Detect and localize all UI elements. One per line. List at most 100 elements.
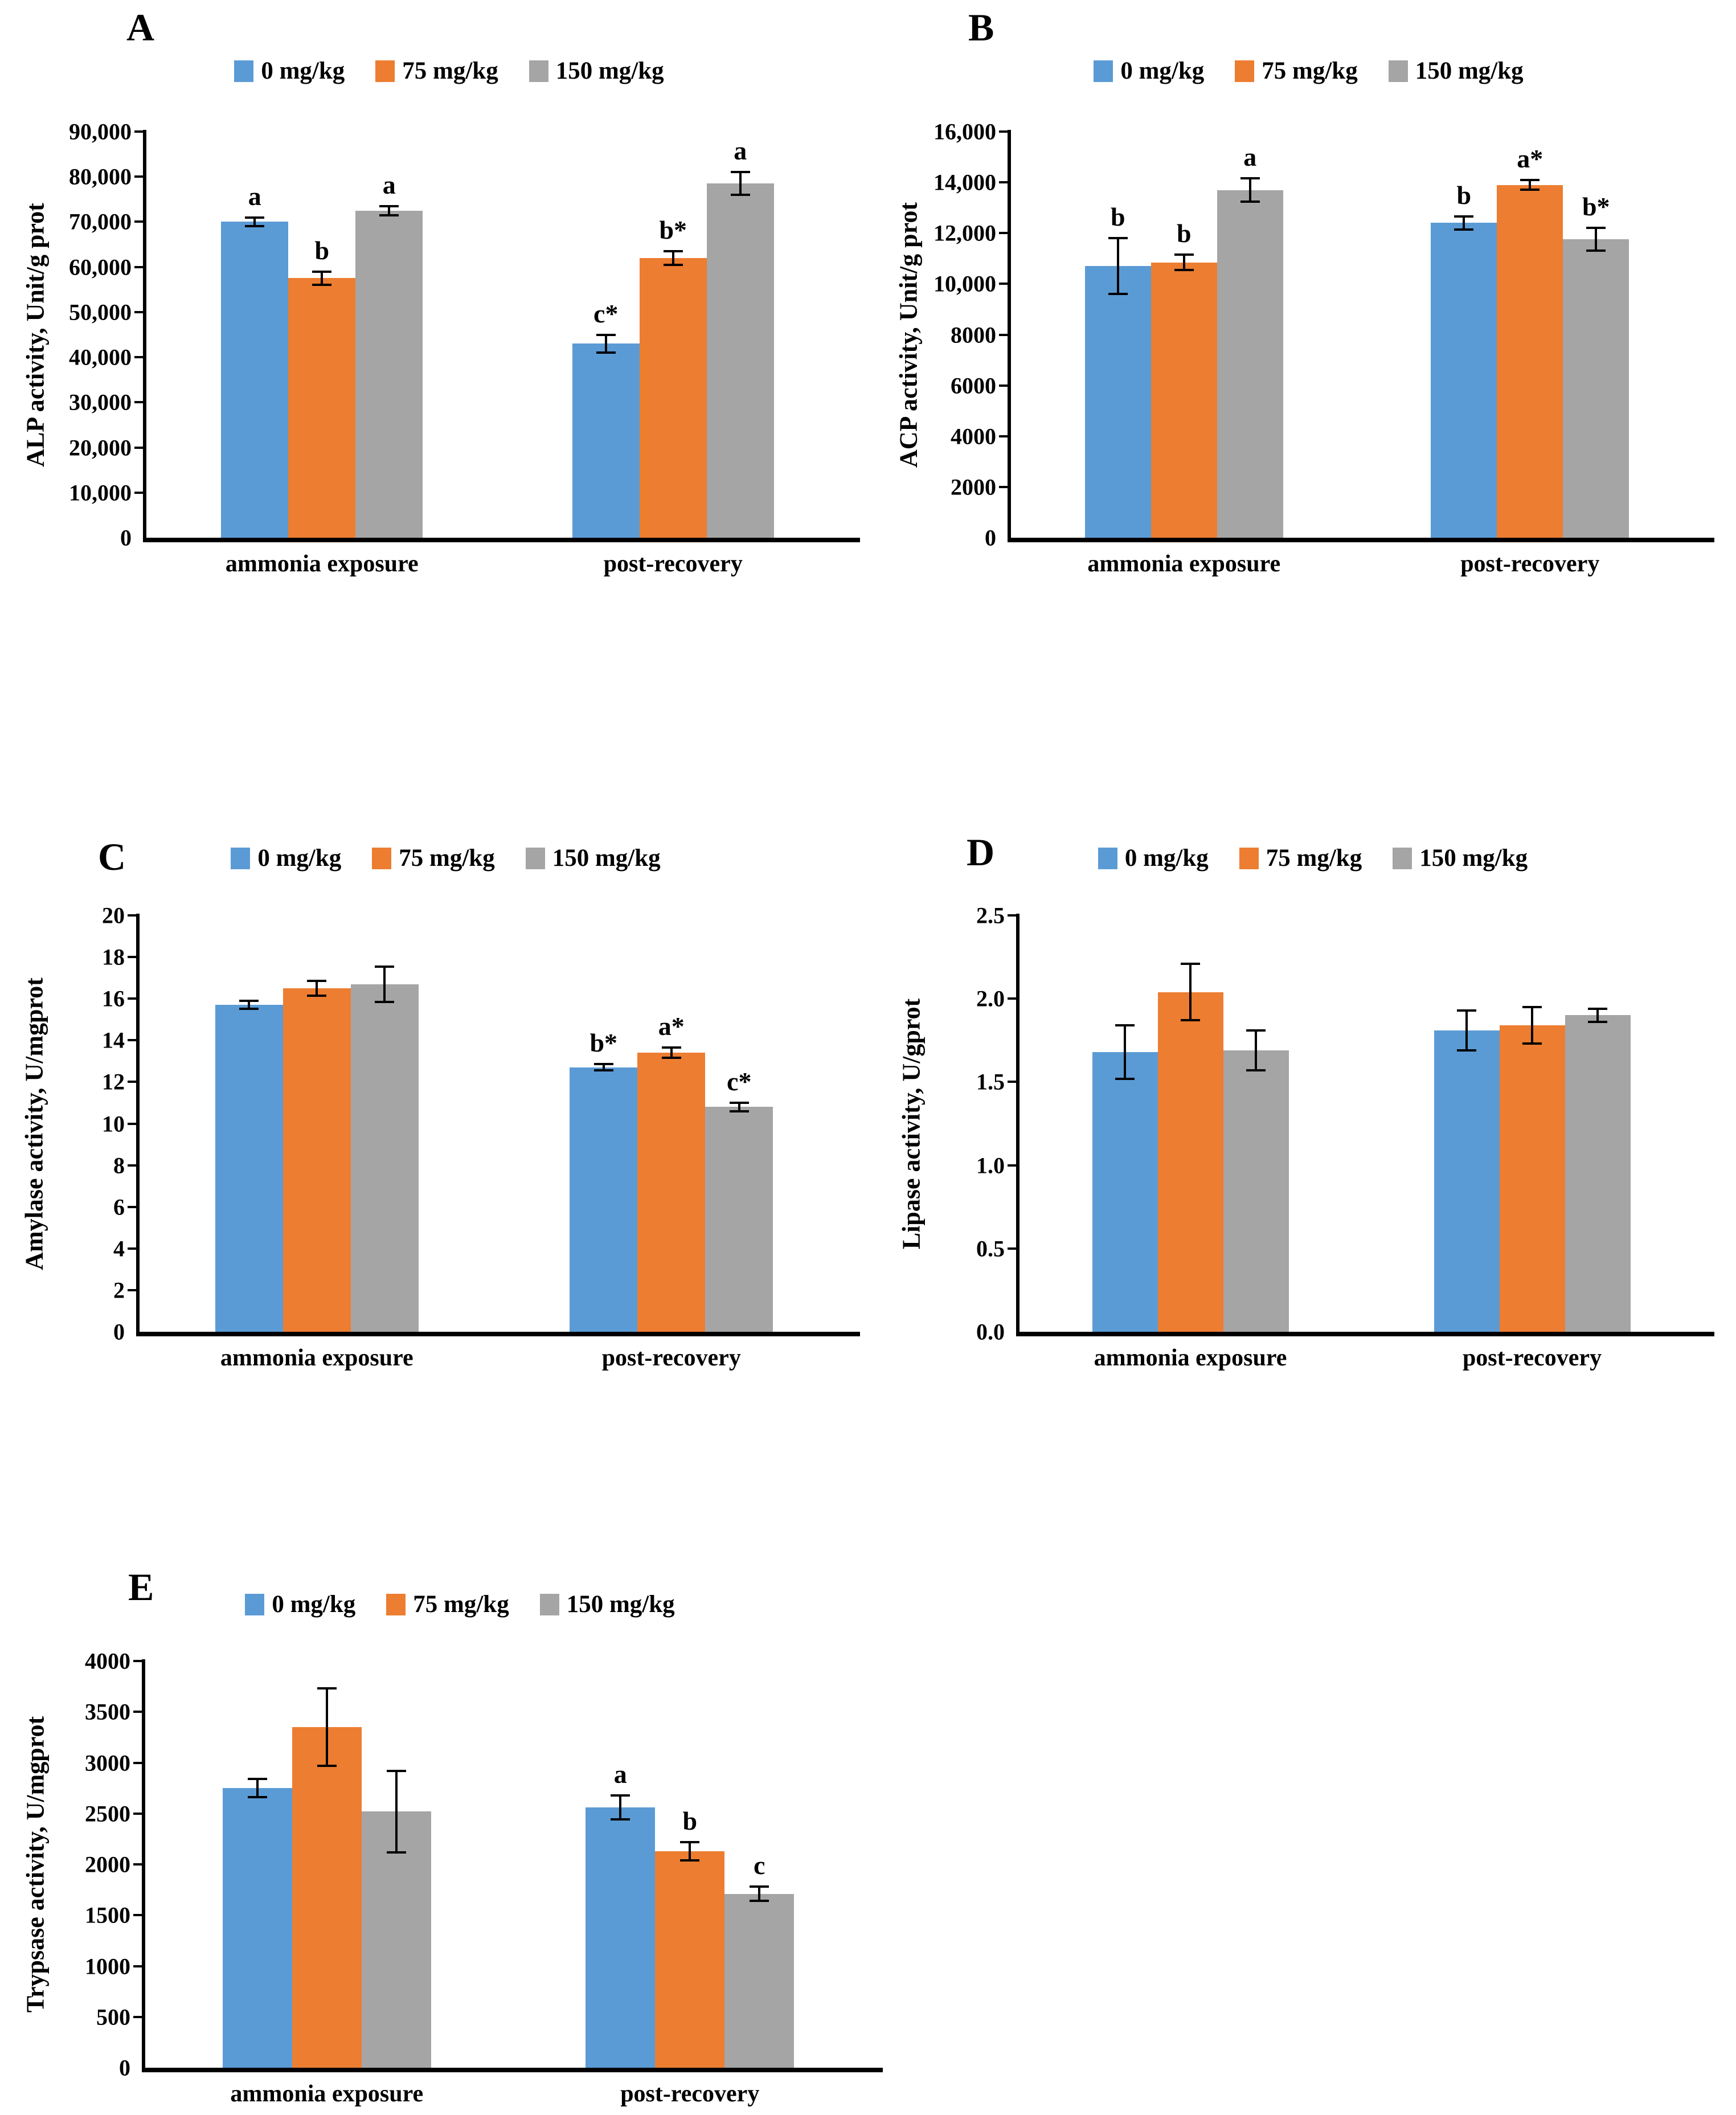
y-tick-label: 12,000	[933, 220, 996, 246]
error-bar	[383, 966, 386, 1002]
panel-a: A 0 mg/kg 75 mg/kg 150 mg/kg ALP activit…	[0, 0, 882, 741]
error-bar-cap	[379, 214, 399, 216]
significance-letter: a*	[1517, 144, 1543, 173]
error-bar-cap	[1520, 189, 1540, 191]
legend-item: 150 mg/kg	[1393, 844, 1528, 872]
legend: 0 mg/kg 75 mg/kg 150 mg/kg	[91, 844, 800, 872]
y-tick-mark	[134, 220, 143, 223]
y-tick-label: 12	[102, 1069, 125, 1095]
y-tick-label: 80,000	[69, 163, 132, 190]
y-tick-label: 1.5	[976, 1069, 1005, 1095]
significance-letter: b*	[1582, 192, 1610, 222]
error-bar-cap	[1457, 1009, 1476, 1012]
x-category-label: post-recovery	[1462, 1345, 1602, 1371]
error-bar	[316, 981, 318, 996]
y-tick-label: 2500	[85, 1801, 130, 1827]
y-tick-label: 1.0	[976, 1152, 1005, 1179]
y-tick-mark	[999, 181, 1008, 184]
y-axis-title: ACP activity, Unit/g prot	[894, 202, 923, 468]
x-category-label: post-recovery	[603, 551, 743, 577]
error-bar-cap	[1588, 1021, 1607, 1024]
y-tick-label: 20	[102, 902, 125, 928]
legend: 0 mg/kg 75 mg/kg 150 mg/kg	[98, 57, 800, 85]
legend: 0 mg/kg 75 mg/kg 150 mg/kg	[963, 57, 1655, 85]
bar	[572, 343, 640, 538]
significance-letter: a	[382, 170, 396, 199]
error-bar-cap	[312, 284, 332, 287]
y-tick-label: 8000	[951, 322, 996, 347]
y-tick-mark	[128, 914, 136, 917]
error-bar-cap	[661, 1057, 681, 1059]
bar	[1434, 1030, 1500, 1332]
bar	[1092, 1052, 1158, 1332]
panel-c: C 0 mg/kg 75 mg/kg 150 mg/kg Amylase act…	[0, 797, 882, 1424]
bar	[586, 1807, 656, 2068]
panel-letter-d: D	[967, 831, 995, 874]
x-axis-line	[136, 1332, 860, 1336]
y-tick-mark	[133, 1914, 142, 1917]
error-bar	[1182, 255, 1185, 270]
legend-item: 75 mg/kg	[372, 844, 495, 872]
plot-area: 16,000 14,000 12,000 10,000 8000 6000 4000 2000…	[933, 119, 1714, 577]
legend-label: 150 mg/kg	[555, 58, 664, 84]
y-axis-line	[1016, 914, 1020, 1336]
error-bar-cap	[680, 1859, 700, 1862]
y-tick-label: 10,000	[933, 271, 996, 297]
y-tick-mark	[134, 265, 143, 268]
bar	[355, 210, 423, 538]
y-tick-mark	[133, 1965, 142, 1967]
y-tick-label: 4000	[85, 1648, 130, 1674]
legend-swatch-icon	[525, 847, 545, 869]
legend-swatch-icon	[375, 60, 395, 82]
error-bar-cap	[663, 249, 683, 252]
y-tick-label: 50,000	[69, 299, 132, 325]
legend-item: 75 mg/kg	[1239, 844, 1362, 872]
y-tick-label: 14,000	[933, 169, 996, 195]
error-bar	[1463, 216, 1465, 230]
error-bar	[253, 217, 256, 227]
x-category-label: ammonia exposure	[1094, 1345, 1287, 1371]
error-bar	[604, 334, 607, 353]
legend-item: 0 mg/kg	[1094, 57, 1204, 85]
error-bar	[1595, 228, 1598, 251]
significance-letter: b	[1176, 219, 1192, 248]
y-tick-mark	[128, 1247, 136, 1250]
x-category-label: post-recovery	[601, 1345, 741, 1371]
y-tick-mark	[999, 435, 1008, 437]
y-tick-mark	[999, 384, 1008, 387]
y-tick-mark	[128, 1205, 136, 1208]
legend-swatch-icon	[386, 1593, 406, 1615]
error-bar	[1124, 1025, 1126, 1079]
y-tick-mark	[128, 956, 136, 959]
error-bar-cap	[239, 999, 259, 1002]
bar	[361, 1811, 431, 2068]
plot-area: 4000 3500 3000 2500 2000 1500 1000 500 0 a b c ammon…	[85, 1648, 883, 2107]
y-tick-label: 40,000	[69, 344, 132, 370]
y-tick-mark	[999, 283, 1008, 285]
bar	[639, 257, 707, 538]
bar	[724, 1893, 795, 2068]
error-bar	[1596, 1008, 1599, 1022]
error-bar	[758, 1887, 761, 1901]
x-axis-line	[143, 538, 860, 542]
y-tick-mark	[999, 485, 1008, 488]
error-bar-cap	[1115, 1024, 1135, 1026]
y-tick-label: 14	[102, 1027, 125, 1053]
bar	[282, 988, 351, 1332]
y-tick-mark	[133, 2015, 142, 2018]
significance-letter: c*	[727, 1066, 752, 1096]
error-bar-cap	[239, 1008, 259, 1011]
error-bar-cap	[245, 216, 265, 219]
significance-letter: b*	[589, 1028, 618, 1058]
panel-letter-b: B	[968, 6, 994, 49]
legend-item: 150 mg/kg	[1388, 57, 1524, 85]
error-bar-cap	[1522, 1042, 1542, 1045]
y-tick-mark	[999, 232, 1008, 235]
y-tick-mark	[134, 356, 143, 359]
y-axis-line	[1008, 130, 1011, 542]
plot-area: 2.5 2.0 1.5 1.0 0.5 0.0 ammonia exposure post-r…	[976, 903, 1714, 1371]
significance-letter: b	[314, 235, 330, 265]
legend: 0 mg/kg 75 mg/kg 150 mg/kg	[97, 1590, 823, 1618]
error-bar-cap	[1454, 228, 1474, 231]
panel-letter-a: A	[126, 6, 155, 49]
